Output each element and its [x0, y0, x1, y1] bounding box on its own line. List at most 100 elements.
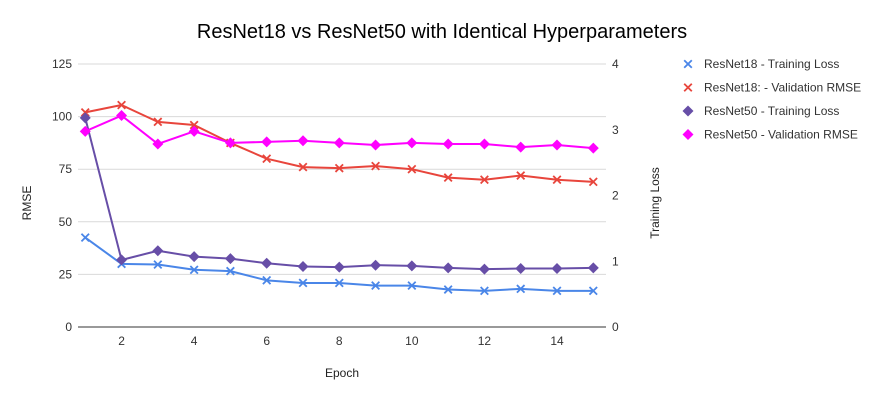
data-point: [588, 286, 598, 296]
y-tick-label: 125: [52, 57, 72, 71]
y-tick-label: 50: [59, 215, 73, 229]
x-tick-label: 12: [478, 334, 492, 348]
data-point: [188, 125, 200, 137]
data-point: [587, 142, 599, 154]
y-right-tick-label: 4: [612, 57, 619, 71]
data-point: [406, 260, 418, 272]
data-point: [224, 137, 236, 149]
data-point: [552, 286, 562, 296]
data-point: [153, 117, 163, 127]
data-point: [551, 139, 563, 151]
legend-label: ResNet50 - Validation RMSE: [704, 128, 858, 142]
series: [79, 100, 599, 296]
x-tick-label: 4: [191, 334, 198, 348]
data-point: [587, 262, 599, 274]
legend-marker: [682, 105, 694, 117]
legend-label: ResNet50 - Training Loss: [704, 104, 839, 118]
legend-marker: [683, 83, 693, 92]
data-point: [371, 281, 381, 291]
legend-label: ResNet18: - Validation RMSE: [704, 81, 861, 95]
data-point: [152, 245, 164, 257]
data-point: [80, 233, 90, 243]
data-point: [370, 139, 382, 151]
data-point: [334, 163, 344, 173]
data-point: [297, 135, 309, 147]
series-group: [79, 112, 599, 275]
data-point: [333, 261, 345, 273]
data-point: [478, 263, 490, 275]
y-right-tick-label: 1: [612, 254, 619, 268]
legend-item: ResNet50 - Training Loss: [682, 104, 839, 118]
data-point: [153, 260, 163, 269]
data-point: [516, 171, 526, 180]
data-point: [443, 285, 453, 294]
y-tick-label: 25: [59, 267, 73, 281]
data-point: [224, 253, 236, 265]
data-point: [442, 262, 454, 274]
legend-item: ResNet50 - Validation RMSE: [682, 128, 858, 142]
data-point: [79, 112, 91, 124]
data-point: [515, 262, 527, 274]
data-point: [551, 262, 563, 274]
data-point: [588, 177, 598, 187]
data-point: [298, 278, 308, 288]
series-group: [79, 110, 599, 154]
data-point: [225, 266, 235, 276]
data-point: [479, 286, 489, 296]
data-point: [406, 137, 418, 149]
legend-marker: [683, 59, 693, 69]
data-point: [188, 251, 200, 263]
data-point: [442, 138, 454, 150]
data-point: [333, 137, 345, 149]
y-tick-label: 0: [65, 320, 72, 334]
data-point: [407, 281, 417, 291]
x-tick-label: 14: [550, 334, 564, 348]
data-point: [261, 136, 273, 148]
data-point: [152, 138, 164, 150]
data-point: [371, 161, 381, 171]
data-point: [297, 261, 309, 273]
chart-title: ResNet18 vs ResNet50 with Identical Hype…: [197, 21, 687, 43]
data-point: [116, 254, 128, 266]
y-axis-label: RMSE: [20, 186, 34, 221]
data-point: [515, 141, 527, 153]
legend-marker: [682, 129, 694, 140]
data-point: [80, 107, 90, 117]
data-point: [298, 162, 308, 172]
data-point: [189, 265, 199, 275]
data-point: [116, 110, 128, 122]
data-point: [552, 175, 562, 185]
y-tick-label: 100: [52, 110, 72, 124]
data-point: [478, 138, 490, 150]
y-axis-label-right: Training Loss: [648, 167, 662, 239]
y-right-tick-label: 2: [612, 189, 619, 203]
data-point: [479, 175, 489, 185]
y-right-tick-label: 0: [612, 320, 619, 334]
x-tick-label: 8: [336, 334, 343, 348]
data-point: [189, 120, 199, 130]
x-tick-label: 6: [263, 334, 270, 348]
data-point: [117, 100, 126, 110]
data-point: [516, 284, 526, 294]
data-point: [334, 278, 344, 288]
series-group: [80, 100, 598, 187]
data-point: [262, 275, 272, 285]
x-axis-label: Epoch: [325, 366, 359, 380]
legend: ResNet18 - Training Loss ResNet18: - Vali…: [682, 57, 861, 142]
data-point: [262, 154, 272, 164]
legend-label: ResNet18 - Training Loss: [704, 57, 839, 71]
legend-item: ResNet18 - Training Loss: [683, 57, 839, 71]
y-tick-label: 75: [59, 162, 73, 176]
data-point: [261, 257, 273, 269]
data-point: [370, 259, 382, 271]
gridlines: [78, 63, 606, 328]
x-tick-label: 10: [405, 334, 419, 348]
data-point: [407, 164, 417, 174]
y-right-tick-label: 3: [612, 123, 619, 137]
data-point: [443, 173, 453, 183]
data-point: [79, 125, 91, 137]
x-tick-label: 2: [118, 334, 125, 348]
